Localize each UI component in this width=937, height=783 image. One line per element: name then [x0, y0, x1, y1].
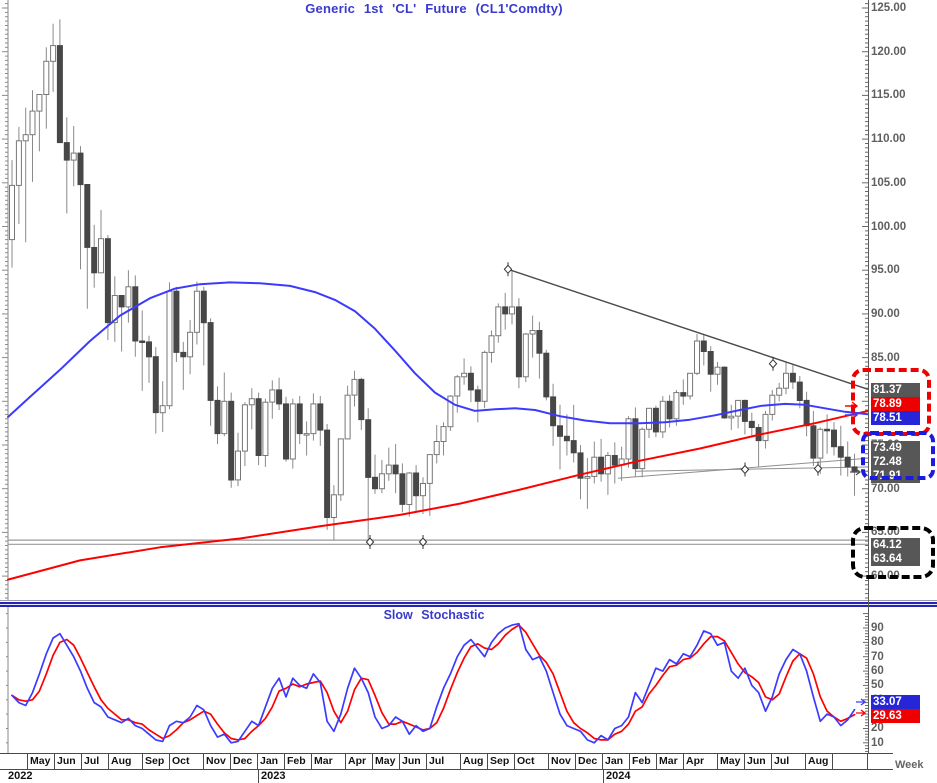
month-label-aug: Aug — [806, 754, 833, 769]
month-label-apr: Apr — [346, 754, 373, 769]
month-label-jan: Jan — [603, 754, 630, 769]
stochastic-chart[interactable] — [0, 607, 937, 753]
month-label-apr: Apr — [684, 754, 718, 769]
trendline-handle[interactable] — [418, 535, 428, 549]
y-axis-tick-label: 85.00 — [871, 352, 900, 364]
y-axis-tick-label: 70.00 — [871, 483, 900, 495]
annotation-box-blue[interactable] — [861, 431, 935, 480]
price-label-horizontal-support-line: 63.64 — [871, 552, 920, 566]
y-axis-tick-label: 115.00 — [871, 89, 906, 101]
stoch-d-current-arrow — [856, 709, 867, 717]
month-label-mar: Mar — [312, 754, 346, 769]
price-label-stochastic-d-value: 29.63 — [871, 709, 920, 723]
y-axis-tick-label: 90 — [871, 622, 884, 634]
right-axis-line — [868, 0, 869, 770]
price-label-ascending-trendline-value: 72.48 — [871, 455, 920, 469]
month-strip-spacer — [868, 754, 893, 769]
panel-divider-blue-bottom[interactable] — [0, 605, 937, 607]
trendline-handle[interactable] — [768, 356, 778, 371]
price-label-blue-moving-average-value: 78.51 — [871, 411, 920, 425]
chart-title: Generic 1st 'CL' Future (CL1'Comdty) — [305, 1, 563, 16]
price-label-horizontal-support-line: 64.12 — [871, 538, 920, 552]
trendline-handle[interactable] — [740, 462, 750, 477]
stochastic-title: Slow Stochastic — [383, 608, 485, 622]
month-label-jun: Jun — [745, 754, 772, 769]
y-axis-tick-label: 70 — [871, 651, 884, 663]
month-label-may: May — [718, 754, 745, 769]
x-axis-month-strip: May Jun Jul Aug Sep Oct Nov Dec Jan Feb Mar Apr May J… — [0, 753, 893, 770]
month-label-jun: Jun — [55, 754, 82, 769]
month-label-feb: Feb — [285, 754, 312, 769]
month-label-dec: Dec — [231, 754, 258, 769]
last-price-arrow — [850, 468, 862, 476]
month-label-sep: Sep — [488, 754, 515, 769]
price-label-red-moving-average-value: 78.89 — [871, 397, 920, 411]
panel-divider-blue-top[interactable] — [0, 602, 937, 604]
y-axis-tick-label: 100.00 — [871, 221, 907, 233]
month-label-oct: Oct — [170, 754, 204, 769]
month-label-jan: Jan — [258, 754, 285, 769]
y-axis-tick-label: 60 — [871, 665, 884, 677]
y-axis-tick-label: 20 — [871, 722, 884, 734]
month-label-jul: Jul — [82, 754, 109, 769]
month-label-may: May — [28, 754, 55, 769]
price-label-ascending-trendline-value: 73.49 — [871, 441, 920, 455]
trendline-handle[interactable] — [813, 461, 823, 476]
week-unit-label: Week — [895, 759, 924, 771]
price-label-descending-trendline-value: 81.37 — [871, 383, 920, 397]
month-label-feb: Feb — [630, 754, 657, 769]
price-label-stochastic-k-value: 33.07 — [871, 695, 920, 709]
y-axis-tick-label: 50 — [871, 679, 884, 691]
month-label-dec: Dec — [576, 754, 603, 769]
y-axis-tick-label: 10 — [871, 737, 884, 749]
year-separator — [258, 770, 259, 783]
month-label-mar: Mar — [657, 754, 684, 769]
month-label-aug: Aug — [109, 754, 143, 769]
month-strip-spacer — [0, 754, 28, 769]
y-axis-tick-label: 125.00 — [871, 2, 907, 14]
month-label-nov: Nov — [549, 754, 576, 769]
annotation-box-red[interactable] — [851, 368, 931, 436]
month-label-jul: Jul — [427, 754, 461, 769]
y-axis-tick-label: 80 — [871, 636, 884, 648]
month-label-sep: Sep — [143, 754, 170, 769]
y-axis-tick-label: 120.00 — [871, 46, 907, 58]
month-strip-spacer — [833, 754, 868, 769]
y-axis-tick-label: 105.00 — [871, 177, 907, 189]
panel-divider — [0, 600, 937, 601]
y-axis-tick-label: 90.00 — [871, 308, 900, 320]
y-axis-tick-label: 110.00 — [871, 133, 906, 145]
trendline-handle[interactable] — [365, 535, 375, 549]
trendline-handle[interactable] — [503, 262, 513, 277]
month-label-oct: Oct — [515, 754, 549, 769]
y-axis-tick-label: 95.00 — [871, 264, 900, 276]
panel-divider-gap — [0, 604, 937, 605]
month-label-jun: Jun — [400, 754, 427, 769]
main-price-chart[interactable] — [0, 0, 937, 601]
month-label-may: May — [373, 754, 400, 769]
month-label-nov: Nov — [204, 754, 231, 769]
month-label-aug: Aug — [461, 754, 488, 769]
year-label-2022: 2022 — [8, 770, 33, 782]
year-separator — [603, 770, 604, 783]
year-label-2023: 2023 — [261, 770, 286, 782]
stoch-k-current-arrow — [856, 698, 867, 706]
annotation-box-black[interactable] — [851, 526, 935, 579]
month-label-jul: Jul — [772, 754, 806, 769]
x-axis-year-row: 2022 2023 2024 — [0, 770, 893, 783]
year-label-2024: 2024 — [606, 770, 631, 782]
